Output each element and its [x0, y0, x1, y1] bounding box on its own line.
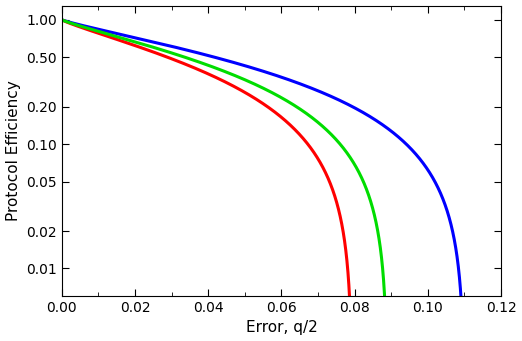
Y-axis label: Protocol Efficiency: Protocol Efficiency	[6, 80, 20, 221]
X-axis label: Error, q/2: Error, q/2	[245, 321, 317, 336]
